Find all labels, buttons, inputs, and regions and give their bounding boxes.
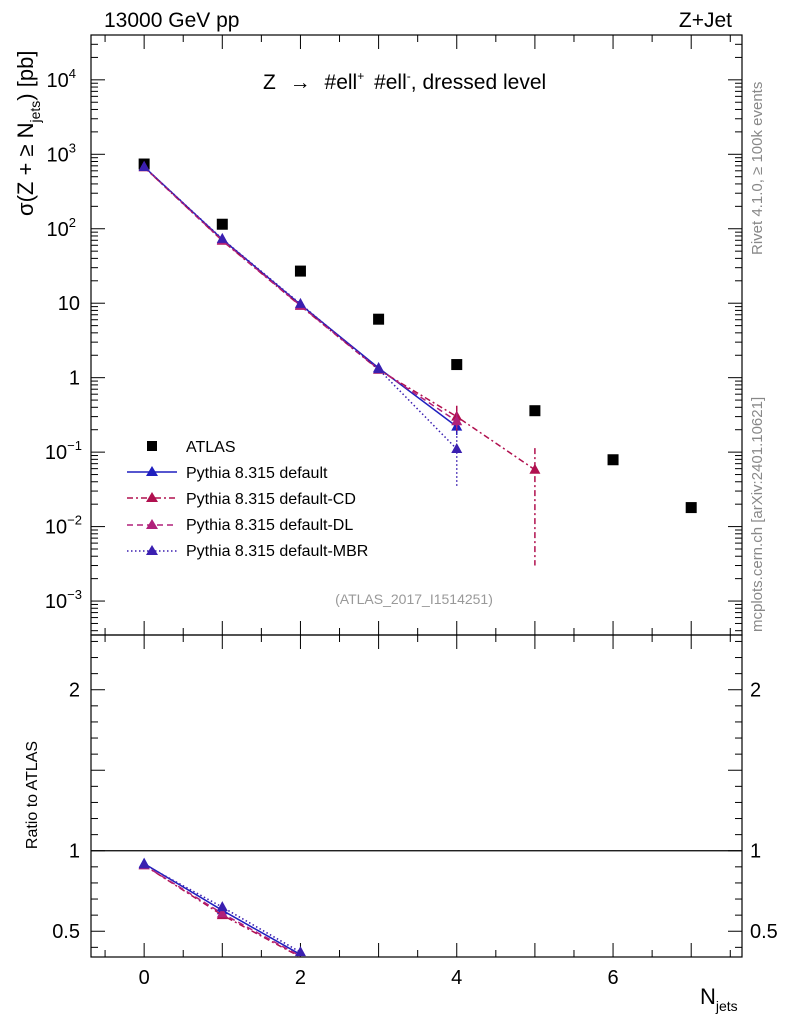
legend-label-dl: Pythia 8.315 default-DL <box>186 517 353 534</box>
ratio-y-tick-label-right: 2 <box>750 680 761 702</box>
main-y-tick-label: 10−1 <box>45 438 82 464</box>
tick-exponent: 3 <box>69 140 76 155</box>
main-y-tick-label: 104 <box>47 66 76 92</box>
main-y-tick-label: 1 <box>69 368 80 390</box>
title-plus-sup: + <box>357 69 364 83</box>
tick-base: 10 <box>45 517 67 539</box>
main-series-layer <box>138 158 697 566</box>
header-process-label: Z+Jet <box>679 9 732 32</box>
legend: ATLAS Pythia 8.315 default Pythia 8.315 … <box>127 439 368 560</box>
legend-label-atlas: ATLAS <box>186 439 236 456</box>
tick-base: 10 <box>45 442 67 464</box>
x-tick-label: 4 <box>451 967 462 989</box>
main-title: Z → #ell+ #ell-, dressed level <box>263 62 546 94</box>
atlas-data-point <box>685 502 697 514</box>
header-beam-label: 13000 GeV pp <box>104 9 239 32</box>
ratio-series-layer <box>138 857 306 958</box>
ratio-y-tick-label: 2 <box>69 680 80 702</box>
main-y-axis-label: σ(Z + ≥ Njets) [pb] <box>13 51 43 216</box>
atlas-data-point <box>216 218 228 230</box>
atlas-data-point <box>294 265 306 277</box>
legend-marker-cd <box>146 492 158 502</box>
main-y-tick-label: 10 <box>58 293 80 315</box>
dl-data-point <box>451 415 463 426</box>
reference-analysis-label: (ATLAS_2017_I1514251) <box>335 591 493 607</box>
main-y-tick-label: 10−2 <box>45 513 82 539</box>
mbr-ratio-point <box>138 858 150 869</box>
mbr-data-point <box>373 363 385 374</box>
rivet-version-label: Rivet 4.1.0, ≥ 100k events <box>749 82 766 255</box>
atlas-data-point <box>451 359 463 371</box>
tick-base: 10 <box>45 591 67 613</box>
atlas-data-point <box>529 405 541 417</box>
tick-exponent: −2 <box>67 513 82 528</box>
tick-exponent: −1 <box>67 438 82 453</box>
title-ell-minus: #ell <box>374 71 407 94</box>
cd-data-point <box>529 463 541 474</box>
ratio-y-tick-label-right: 0.5 <box>750 921 778 943</box>
xlabel-main-part: N <box>700 984 716 1009</box>
tick-exponent: −3 <box>67 587 82 602</box>
ratio-panel-frame <box>90 634 743 958</box>
tick-exponent: 4 <box>69 66 76 81</box>
legend-label-mbr: Pythia 8.315 default-MBR <box>186 543 368 560</box>
x-tick-label: 0 <box>139 967 150 989</box>
legend-marker-atlas <box>147 441 157 451</box>
legend-marker-dl <box>146 519 158 529</box>
mbr-data-point <box>138 160 150 171</box>
title-minus-sup: - <box>407 69 411 83</box>
mbr-data-point <box>294 297 306 308</box>
x-axis-label: Njets <box>700 984 738 1014</box>
tick-base: 10 <box>47 219 69 241</box>
tick-base: 10 <box>58 293 80 315</box>
legend-label-default: Pythia 8.315 default <box>186 465 328 482</box>
xlabel-sub-part: jets <box>715 998 738 1014</box>
dl-series-line <box>143 166 458 422</box>
legend-marker-mbr <box>146 545 158 555</box>
cd-series-line <box>143 166 536 471</box>
legend-marker-default <box>146 466 158 476</box>
ylabel-sub-part: jets <box>27 101 43 124</box>
atlas-data-point <box>607 454 619 466</box>
title-z: Z <box>263 71 276 94</box>
ratio-axis-ticks: 0.5 0.5 1 1 2 2 0 2 4 6 <box>52 640 778 989</box>
ratio-y-tick-label-right: 1 <box>750 841 761 863</box>
main-y-tick-label: 10−3 <box>45 587 82 613</box>
mcplots-credit-label: mcplots.cern.ch [arXiv:2401.10621] <box>749 397 766 632</box>
title-ell-plus: #ell <box>325 71 358 94</box>
dl-ratio-point <box>216 907 228 918</box>
ratio-y-axis-label: Ratio to ATLAS <box>24 741 41 849</box>
mbr-ratio-point <box>294 946 306 957</box>
x-tick-label: 2 <box>295 967 306 989</box>
ylabel-end-part: ) [pb] <box>13 51 38 101</box>
title-rest: , dressed level <box>411 71 546 94</box>
mbr-ratio-point <box>216 901 228 912</box>
main-y-tick-label: 102 <box>47 215 76 241</box>
mbr-data-point <box>216 232 228 243</box>
tick-base: 1 <box>69 368 80 390</box>
tick-exponent: 2 <box>69 215 76 230</box>
ratio-y-tick-label: 0.5 <box>52 921 80 943</box>
ratio-y-tick-label: 1 <box>69 841 80 863</box>
tick-base: 10 <box>47 144 69 166</box>
mbr-data-point <box>451 443 463 454</box>
ylabel-main-part: σ(Z + ≥ N <box>13 123 38 217</box>
title-arrow: → <box>290 71 311 94</box>
tick-base: 10 <box>47 70 69 92</box>
legend-label-cd: Pythia 8.315 default-CD <box>186 491 356 508</box>
atlas-data-point <box>373 313 385 325</box>
x-tick-label: 6 <box>607 967 618 989</box>
main-y-tick-label: 103 <box>47 140 76 166</box>
